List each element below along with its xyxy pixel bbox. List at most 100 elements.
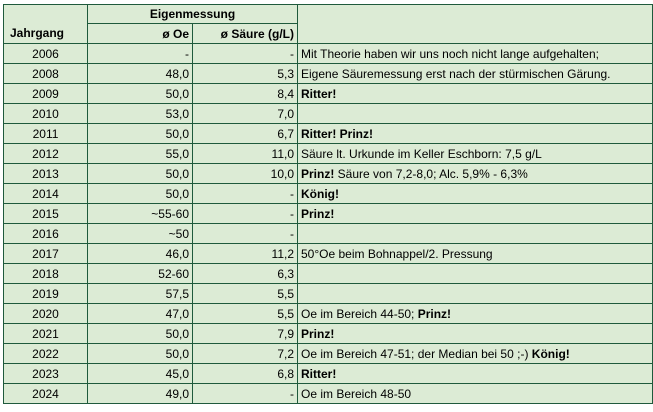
cell-acid: 5,3 — [192, 63, 298, 84]
table-row: 2015 ~55-60- Prinz! — [3, 203, 653, 224]
table-row: 2024 49,0- Oe im Bereich 48-50 — [3, 383, 653, 404]
header-group-eigenmessung: Eigenmessung — [87, 4, 298, 24]
cell-oe: 46,0 — [87, 243, 193, 264]
table-row: 2018 52-60 6,3 — [3, 263, 653, 284]
table-row: 2014 50,0- König! — [3, 183, 653, 204]
header-oe: ø Oe — [87, 23, 193, 44]
table-row: 2016 ~50- — [3, 223, 653, 244]
cell-oe: 47,0 — [87, 303, 193, 324]
cell-year: 2006 — [3, 43, 88, 64]
cell-oe: 45,0 — [87, 363, 193, 384]
cell-acid: - — [192, 43, 298, 64]
note-award: Prinz! — [417, 306, 452, 321]
cell-note: Prinz! — [297, 203, 653, 224]
header-empty-cell — [3, 4, 88, 24]
cell-year: 2018 — [3, 263, 88, 284]
cell-year: 2009 — [3, 83, 88, 104]
table-row: 2012 55,0 11,0 Säure lt. Urkunde im Keller … — [3, 143, 653, 164]
vintage-table: Eigenmessung Jahrgang ø Oe ø Säure (g/L)… — [3, 4, 653, 404]
cell-acid: 6,7 — [192, 123, 298, 144]
cell-acid: - — [192, 223, 298, 244]
table-row: 2010 53,0 7,0 — [3, 103, 653, 124]
cell-note: Prinz! Säure von 7,2-8,0; Alc. 5,9% - 6,… — [297, 163, 653, 184]
cell-oe: 49,0 — [87, 383, 193, 404]
cell-note: Mit Theorie haben wir uns noch nicht lan… — [297, 43, 653, 64]
cell-year: 2012 — [3, 143, 88, 164]
cell-oe: 55,0 — [87, 143, 193, 164]
cell-note: Oe im Bereich 44-50; Prinz! — [297, 303, 653, 324]
table-row: 2021 50,0 7,9 Prinz! — [3, 323, 653, 344]
cell-note: Oe im Bereich 47-51; der Median bei 50 ;… — [297, 343, 653, 364]
cell-oe: 50,0 — [87, 163, 193, 184]
cell-acid: 5,5 — [192, 303, 298, 324]
cell-acid: 11,0 — [192, 143, 298, 164]
header-row-columns: Jahrgang ø Oe ø Säure (g/L) — [3, 23, 653, 44]
note-text: Eigene Säuremessung erst nach der stürmi… — [301, 66, 611, 81]
note-text: Oe im Bereich 47-51; der Median bei 50 ;… — [301, 346, 532, 361]
note-award: König! — [301, 186, 339, 201]
cell-year: 2021 — [3, 323, 88, 344]
cell-year: 2014 — [3, 183, 88, 204]
cell-year: 2020 — [3, 303, 88, 324]
note-text: 50°Oe beim Bohnappel/2. Pressung — [301, 246, 493, 261]
cell-acid: 10,0 — [192, 163, 298, 184]
note-award: Prinz! — [301, 166, 335, 181]
cell-oe: 53,0 — [87, 103, 193, 124]
note-award: Ritter! Prinz! — [301, 126, 373, 141]
cell-year: 2016 — [3, 223, 88, 244]
table-row: 2019 57,5 5,5 — [3, 283, 653, 304]
cell-year: 2019 — [3, 283, 88, 304]
cell-oe: 50,0 — [87, 83, 193, 104]
cell-oe: ~50 — [87, 223, 193, 244]
cell-acid: - — [192, 183, 298, 204]
header-year: Jahrgang — [3, 23, 88, 44]
cell-note: König! — [297, 183, 653, 204]
cell-note — [297, 283, 653, 304]
table-container: Eigenmessung Jahrgang ø Oe ø Säure (g/L)… — [3, 4, 653, 404]
note-text: Säure lt. Urkunde im Keller Eschborn: 7,… — [301, 146, 542, 161]
note-text: Mit Theorie haben wir uns noch nicht lan… — [301, 46, 599, 61]
cell-note — [297, 263, 653, 284]
cell-note — [297, 103, 653, 124]
cell-note — [297, 223, 653, 244]
note-award: König! — [531, 346, 570, 361]
cell-acid: 6,3 — [192, 263, 298, 284]
cell-acid: 7,2 — [192, 343, 298, 364]
cell-note: Säure lt. Urkunde im Keller Eschborn: 7,… — [297, 143, 653, 164]
header-row-group: Eigenmessung — [3, 4, 653, 24]
table-row: 2008 48,0 5,3 Eigene Säuremessung erst nach… — [3, 63, 653, 84]
cell-oe: 48,0 — [87, 63, 193, 84]
cell-note: Oe im Bereich 48-50 — [297, 383, 653, 404]
cell-year: 2023 — [3, 363, 88, 384]
cell-year: 2013 — [3, 163, 88, 184]
cell-oe: 50,0 — [87, 123, 193, 144]
cell-oe: 52-60 — [87, 263, 193, 284]
cell-year: 2024 — [3, 383, 88, 404]
cell-oe: - — [87, 43, 193, 64]
cell-year: 2022 — [3, 343, 88, 364]
cell-acid: 11,2 — [192, 243, 298, 264]
header-acid: ø Säure (g/L) — [192, 23, 298, 44]
table-row: 2022 50,0 7,2 Oe im Bereich 47-51; der Medi… — [3, 343, 653, 364]
cell-oe: 50,0 — [87, 183, 193, 204]
cell-acid: 6,8 — [192, 363, 298, 384]
table-row: 2009 50,0 8,4 Ritter! — [3, 83, 653, 104]
cell-year: 2011 — [3, 123, 88, 144]
cell-year: 2015 — [3, 203, 88, 224]
note-award: Ritter! — [301, 86, 337, 101]
cell-acid: 5,5 — [192, 283, 298, 304]
cell-acid: 7,0 — [192, 103, 298, 124]
cell-note: Prinz! — [297, 323, 653, 344]
cell-note: 50°Oe beim Bohnappel/2. Pressung — [297, 243, 653, 264]
cell-oe: 50,0 — [87, 343, 193, 364]
cell-oe: 50,0 — [87, 323, 193, 344]
note-award: Prinz! — [301, 206, 335, 221]
table-row: 2017 46,0 11,2 50°Oe beim Bohnappel/2. Pres… — [3, 243, 653, 264]
cell-acid: 7,9 — [192, 323, 298, 344]
cell-note: Ritter! — [297, 83, 653, 104]
note-text: Oe im Bereich 48-50 — [301, 386, 412, 401]
header-empty-cell — [297, 4, 653, 24]
table-row: 2011 50,0 6,7 Ritter! Prinz! — [3, 123, 653, 144]
cell-year: 2008 — [3, 63, 88, 84]
cell-oe: ~55-60 — [87, 203, 193, 224]
